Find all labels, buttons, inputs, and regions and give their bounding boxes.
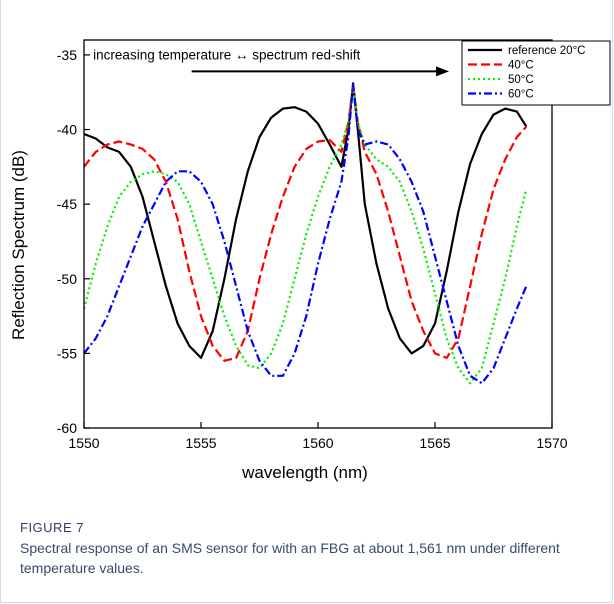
x-tick-label: 1550 [68,435,99,451]
figure-label: FIGURE 7 [20,520,84,535]
legend: reference 20°C 40°C 50°C 60°C [461,40,611,106]
series-line-3 [83,83,528,385]
legend-label: 60°C [508,89,534,101]
x-tick-label: 1560 [302,435,333,451]
annotation-layer: increasing temperature ↔ spectrum red-sh… [93,47,450,77]
legend-label: 50°C [508,74,534,86]
x-axis-label: wavelength (nm) [241,463,368,482]
series-line-1 [83,83,528,362]
y-tick-label: -35 [57,47,77,63]
series-layer [82,82,528,385]
ticks-layer: 1550 1555 1560 1565 1570 -60 -55 -50 -45 -40 -35 [57,47,568,451]
legend-label: 40°C [508,60,534,72]
y-axis-label: Reflection Spectrum (dB) [9,150,28,340]
y-tick-label: -60 [57,420,77,436]
annotation-text: increasing temperature ↔ spectrum red-sh… [93,47,360,62]
x-tick-label: 1570 [536,435,567,451]
series-line-0 [83,82,528,359]
spectrum-chart: 1550 1555 1560 1565 1570 -60 -55 -50 -45 -40 -35 w… [9,39,611,482]
x-tick-label: 1555 [185,435,216,451]
series-line-2 [82,83,528,385]
y-tick-label: -40 [57,122,77,138]
y-tick-label: -45 [57,196,77,212]
legend-label: reference 20°C [508,45,585,57]
x-tick-label: 1565 [419,435,450,451]
annotation-arrow-head [436,66,450,77]
y-tick-label: -50 [57,271,77,287]
y-tick-label: -55 [57,345,77,361]
figure-caption: Spectral response of an SMS sensor for w… [20,540,560,576]
